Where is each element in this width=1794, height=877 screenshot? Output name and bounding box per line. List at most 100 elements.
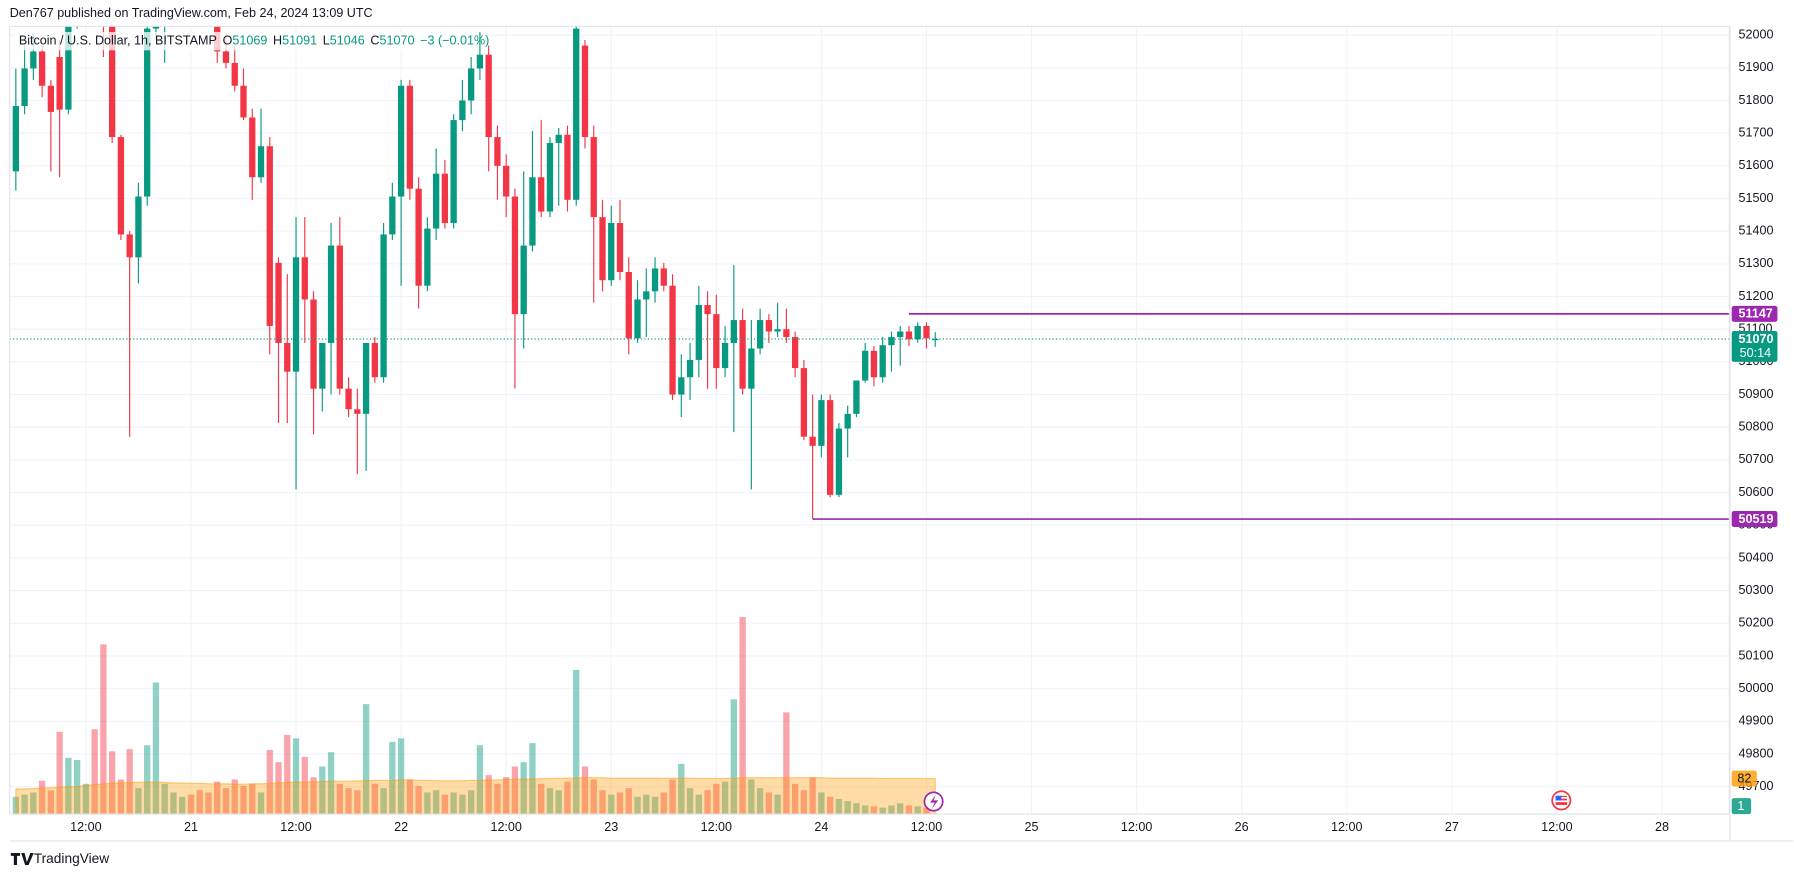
y-tick-label: 50000 [1739, 681, 1774, 695]
candle-body [485, 54, 492, 138]
volume-bar [187, 794, 195, 815]
volume-bar [643, 794, 650, 815]
x-tick-label: 12:00 [701, 820, 732, 834]
candle-body [564, 134, 571, 200]
y-tick-label: 50700 [1739, 452, 1774, 466]
candle-body [459, 100, 466, 121]
legend-line: Bitcoin / U.S. Dollar, 1h, BITSTAMP O5106… [19, 34, 489, 48]
volume-bar [459, 794, 466, 815]
candle-body [257, 146, 265, 178]
y-tick-label: 51200 [1739, 289, 1774, 303]
candle-body [450, 120, 457, 224]
volume-bar [774, 794, 781, 815]
volume-bar [196, 790, 203, 815]
legend-key: H [273, 34, 282, 48]
x-tick-label: 12:00 [911, 820, 942, 834]
volume-bar [371, 783, 378, 815]
candle-body [284, 342, 291, 372]
flag-stripe [1555, 800, 1568, 803]
volume-bar [713, 783, 720, 815]
volume-bar [503, 777, 510, 815]
volume-bar [144, 745, 151, 815]
candle-body [844, 413, 851, 429]
volume-bar [678, 763, 685, 815]
candle-body [319, 342, 326, 389]
volume-bar [432, 790, 440, 815]
y-tick-label: 50300 [1739, 583, 1774, 597]
volume-bar [406, 779, 414, 815]
candle-body [266, 146, 273, 326]
volume-bar [599, 790, 606, 815]
candle-body [695, 305, 702, 360]
candle-body [546, 142, 554, 212]
volume-bar [721, 781, 729, 815]
candle-body [152, 26, 160, 29]
volume-bar [109, 751, 116, 815]
lightning-glyph [930, 794, 939, 810]
volume-bar [660, 792, 667, 815]
x-tick-label: 26 [1235, 820, 1249, 834]
candle-body [301, 257, 308, 300]
volume-bar [161, 783, 168, 815]
volume-bar [476, 745, 484, 815]
candle-body [249, 117, 256, 178]
volume-bar [862, 805, 869, 815]
x-tick-label: 12:00 [280, 820, 311, 834]
legend-bg [14, 32, 468, 51]
volume-bar [511, 766, 519, 815]
volume-bar [38, 780, 46, 815]
volume-bar [468, 790, 475, 815]
volume-bar [923, 807, 930, 815]
x-tick-label: 12:00 [1121, 820, 1152, 834]
volume-bar [345, 788, 352, 815]
legend-key: L [323, 34, 330, 48]
candle-body [292, 257, 300, 372]
footer-logo: TradingView [10, 851, 109, 866]
y-tick-label: 51500 [1739, 191, 1774, 205]
volume-tag [1731, 798, 1752, 815]
y-tick-label: 51400 [1739, 224, 1774, 238]
volume-bar [546, 788, 554, 815]
volume-bar [555, 790, 562, 815]
candle-body [65, 26, 72, 110]
price-tag [1731, 305, 1778, 322]
flag-canton [1555, 795, 1562, 801]
volume-bar [152, 682, 160, 815]
y-tick-label: 51700 [1739, 125, 1774, 139]
candle-body [721, 342, 729, 369]
candle-body [354, 409, 361, 414]
candle-body [362, 342, 370, 414]
candle-body [389, 196, 396, 235]
volume-bar [730, 699, 737, 815]
x-tick-label: 12:00 [1541, 820, 1572, 834]
volume-bar [809, 777, 816, 815]
volume-bar [616, 792, 624, 815]
volume-bar [424, 792, 431, 815]
volume-bar [827, 796, 834, 815]
volume-bar [441, 794, 449, 815]
volume-bar [634, 796, 641, 815]
candle-body [38, 51, 46, 86]
candle-body [608, 223, 615, 281]
x-tick-label: 28 [1655, 820, 1669, 834]
y-tick-label: 50400 [1739, 550, 1774, 564]
candle-body [494, 137, 501, 166]
volume-bar [791, 783, 799, 815]
volume-bar [284, 734, 291, 815]
volume-bar [538, 783, 545, 815]
volume-bar [389, 741, 396, 815]
candle-body [327, 245, 335, 343]
candle-body [686, 359, 694, 378]
candle-body [511, 196, 519, 315]
volume-label: 1 [1737, 799, 1744, 813]
x-tick-label: 25 [1025, 820, 1039, 834]
candle-body [21, 68, 28, 107]
volume-bar [870, 806, 878, 815]
volume-bar [214, 781, 221, 815]
volume-bar [21, 794, 28, 815]
candle-body [520, 245, 527, 315]
x-tick-label: 21 [184, 820, 198, 834]
volume-bar [844, 801, 851, 815]
legend-key: O [223, 34, 233, 48]
volume-bar [47, 790, 55, 815]
